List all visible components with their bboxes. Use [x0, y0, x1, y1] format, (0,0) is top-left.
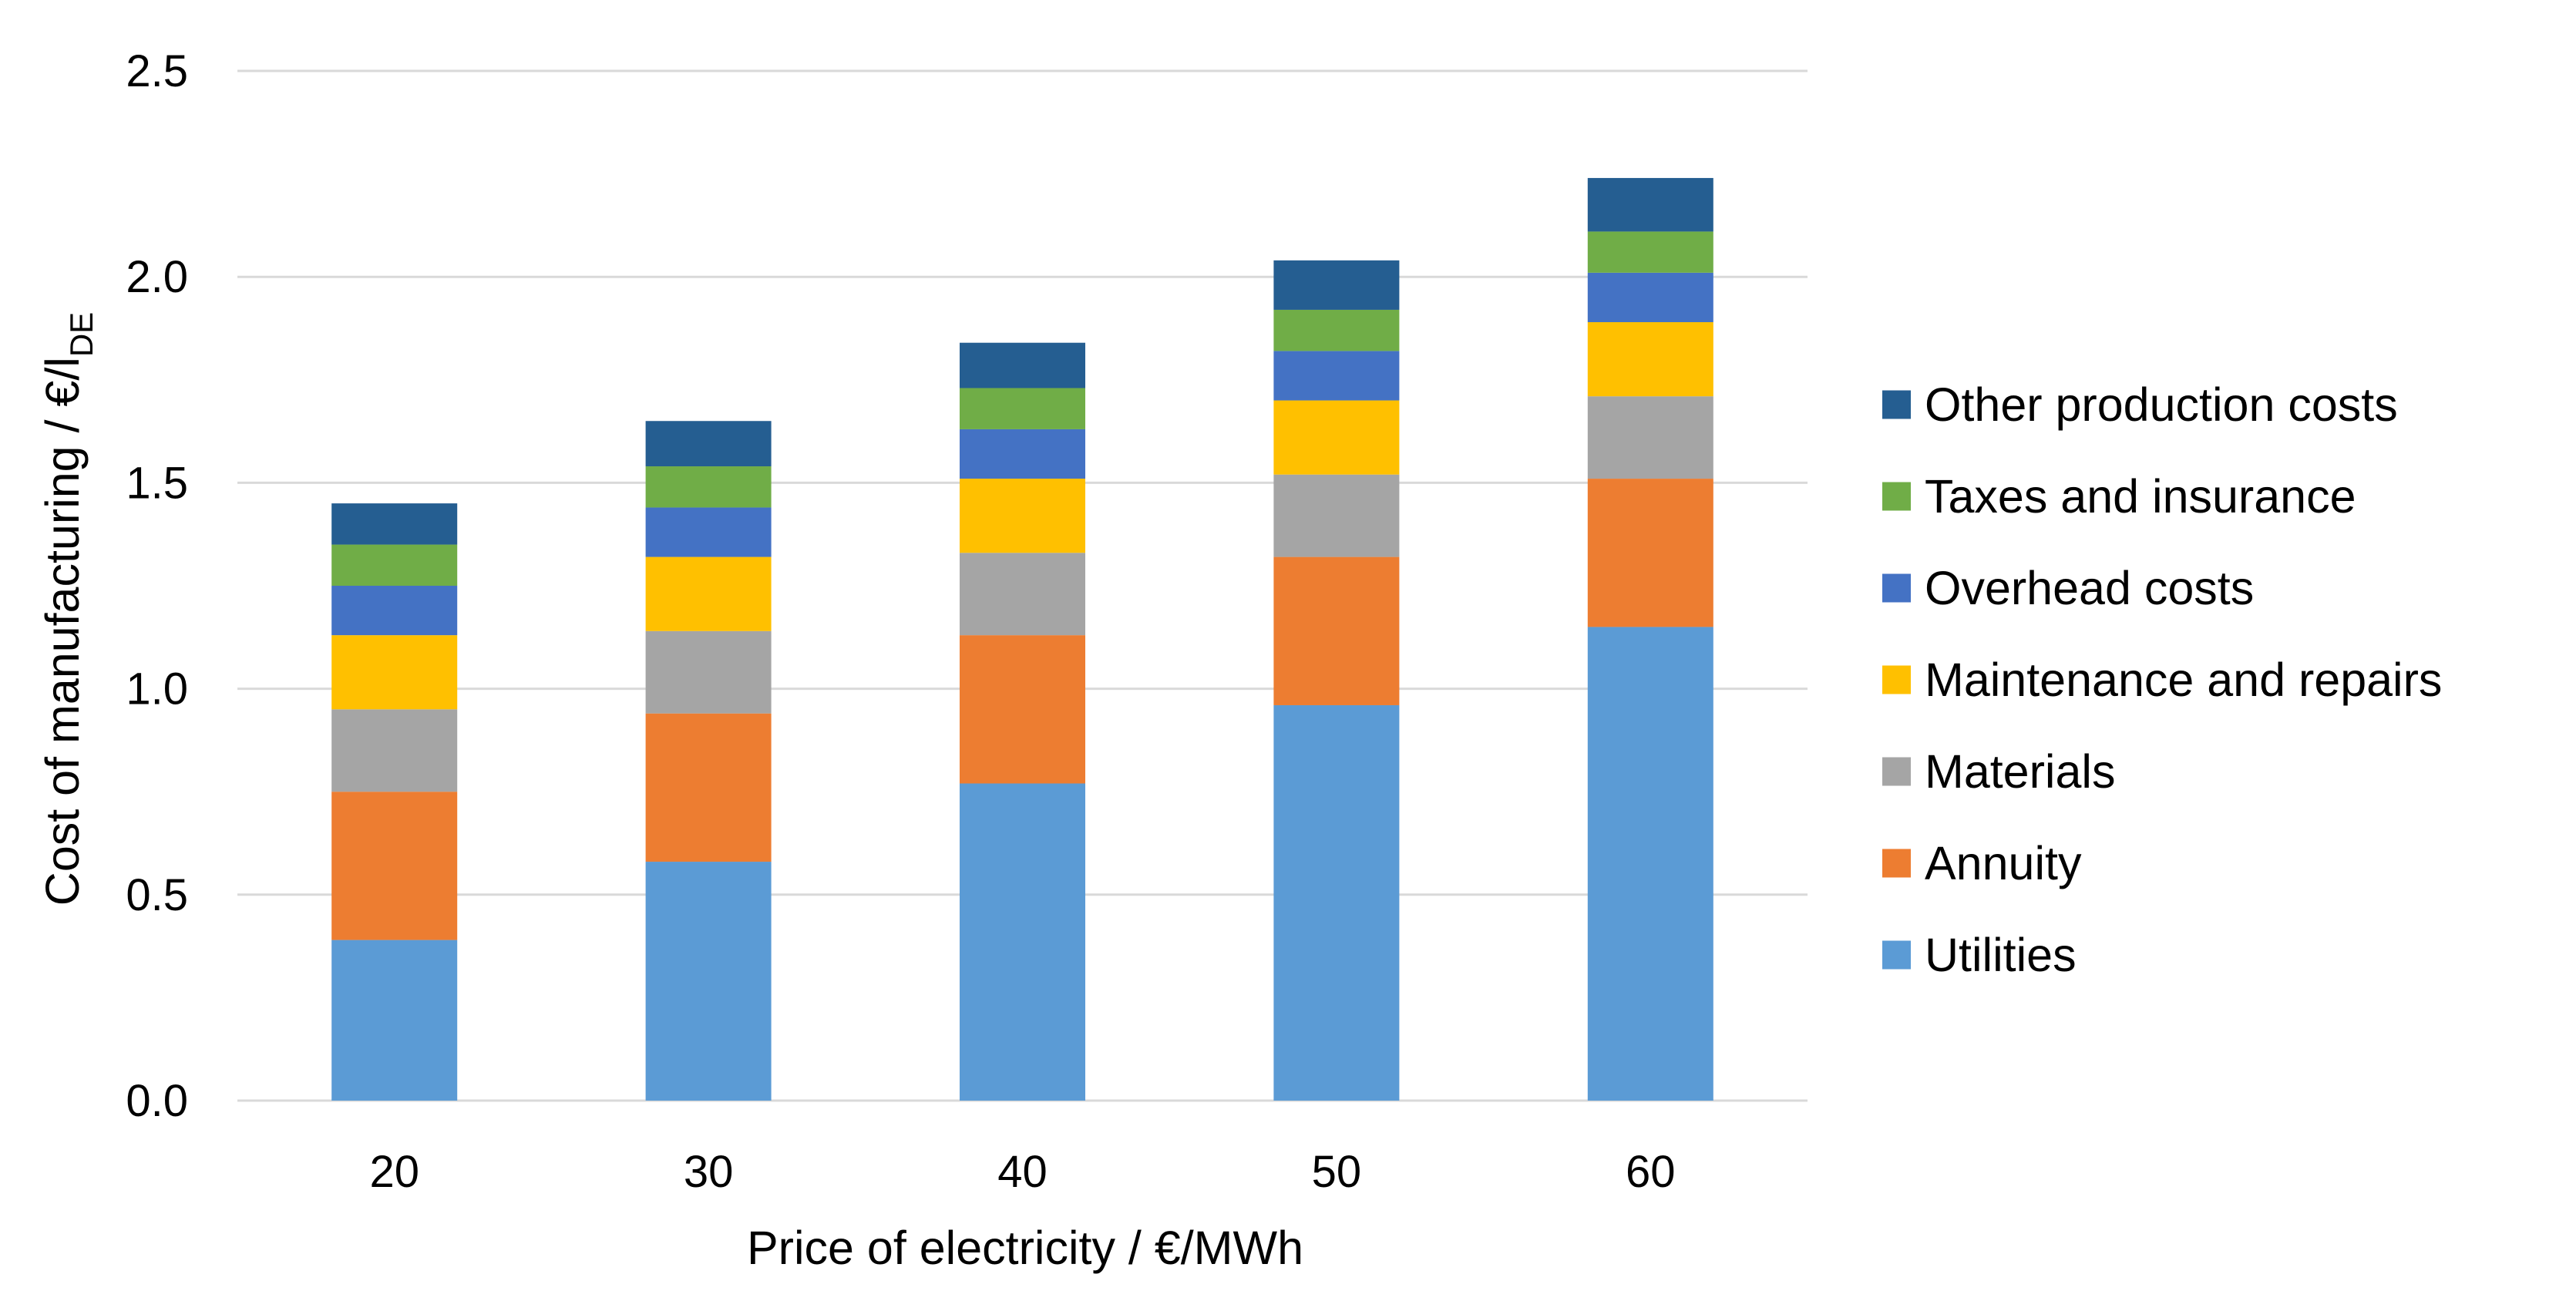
bar-segment [960, 479, 1085, 553]
bar-segment [1587, 321, 1713, 397]
x-tick-label: 50 [1312, 1147, 1362, 1197]
y-axis-title-subscript: DE [63, 312, 99, 357]
bar-segment [960, 783, 1085, 1101]
bar-segment [645, 556, 772, 631]
bar-segment [1587, 272, 1713, 322]
legend-swatch [1882, 757, 1911, 786]
bar-segment [960, 635, 1085, 784]
legend-label: Taxes and insurance [1925, 470, 2356, 523]
bar-segment [331, 709, 458, 792]
legend-swatch [1882, 573, 1911, 603]
x-axis-title: Price of electricity / €/MWh [747, 1222, 1303, 1274]
bar-segment [645, 713, 772, 862]
bar-segment [1587, 396, 1713, 479]
x-axis-ticks: 20 30 40 50 60 [369, 1147, 1675, 1197]
bar-segment [1587, 627, 1713, 1101]
bar-segment [960, 553, 1085, 636]
x-tick-label: 60 [1626, 1147, 1676, 1197]
bar-segment [1273, 474, 1400, 557]
y-tick-label: 0.5 [126, 870, 188, 920]
x-tick-label: 20 [369, 1147, 419, 1197]
y-tick-label: 2.0 [126, 252, 188, 302]
bar-segment [1273, 351, 1400, 401]
bar-segment [645, 507, 772, 557]
y-tick-label: 0.0 [126, 1076, 188, 1126]
legend-label: Materials [1925, 745, 2115, 798]
legend-swatch [1882, 665, 1911, 694]
bar-segment [1273, 704, 1400, 1101]
bar-segment [645, 862, 772, 1101]
legend-label: Utilities [1925, 929, 2077, 981]
legend: Other production costs Taxes and insuranc… [1882, 378, 2442, 981]
bar-segment [1273, 400, 1400, 475]
bars [331, 177, 1713, 1101]
bar-segment [331, 635, 458, 710]
y-axis-ticks: 0.0 0.5 1.0 1.5 2.0 2.5 [126, 46, 188, 1126]
bar-segment [960, 388, 1085, 429]
legend-swatch [1882, 482, 1911, 511]
legend-label: Overhead costs [1925, 562, 2254, 614]
legend-swatch [1882, 390, 1911, 419]
bar-segment [645, 466, 772, 508]
y-tick-label: 2.5 [126, 46, 188, 96]
bar-segment [1587, 479, 1713, 627]
y-tick-label: 1.5 [126, 458, 188, 508]
legend-label: Maintenance and repairs [1925, 654, 2442, 706]
legend-swatch [1882, 849, 1911, 878]
x-tick-label: 30 [684, 1147, 734, 1197]
bar-segment [1273, 556, 1400, 705]
bar-segment [331, 544, 458, 586]
bar-segment [960, 429, 1085, 479]
bar-segment [645, 630, 772, 714]
bar-segment [1587, 177, 1713, 232]
bar-segment [331, 503, 458, 545]
y-tick-label: 1.0 [126, 664, 188, 714]
bar-segment [1273, 260, 1400, 310]
bar-segment [960, 342, 1085, 388]
bar-segment [645, 421, 772, 467]
bar-segment [1273, 309, 1400, 351]
legend-swatch [1882, 940, 1911, 970]
y-axis-title: Cost of manufacturing / €/lDE [36, 312, 99, 906]
bar-segment [331, 940, 458, 1101]
bar-segment [1587, 231, 1713, 273]
x-tick-label: 40 [997, 1147, 1048, 1197]
y-axis-title-main: Cost of manufacturing / €/l [36, 357, 89, 906]
legend-label: Annuity [1925, 837, 2082, 889]
bar-segment [331, 792, 458, 940]
bar-segment [331, 586, 458, 636]
legend-label: Other production costs [1925, 378, 2398, 431]
